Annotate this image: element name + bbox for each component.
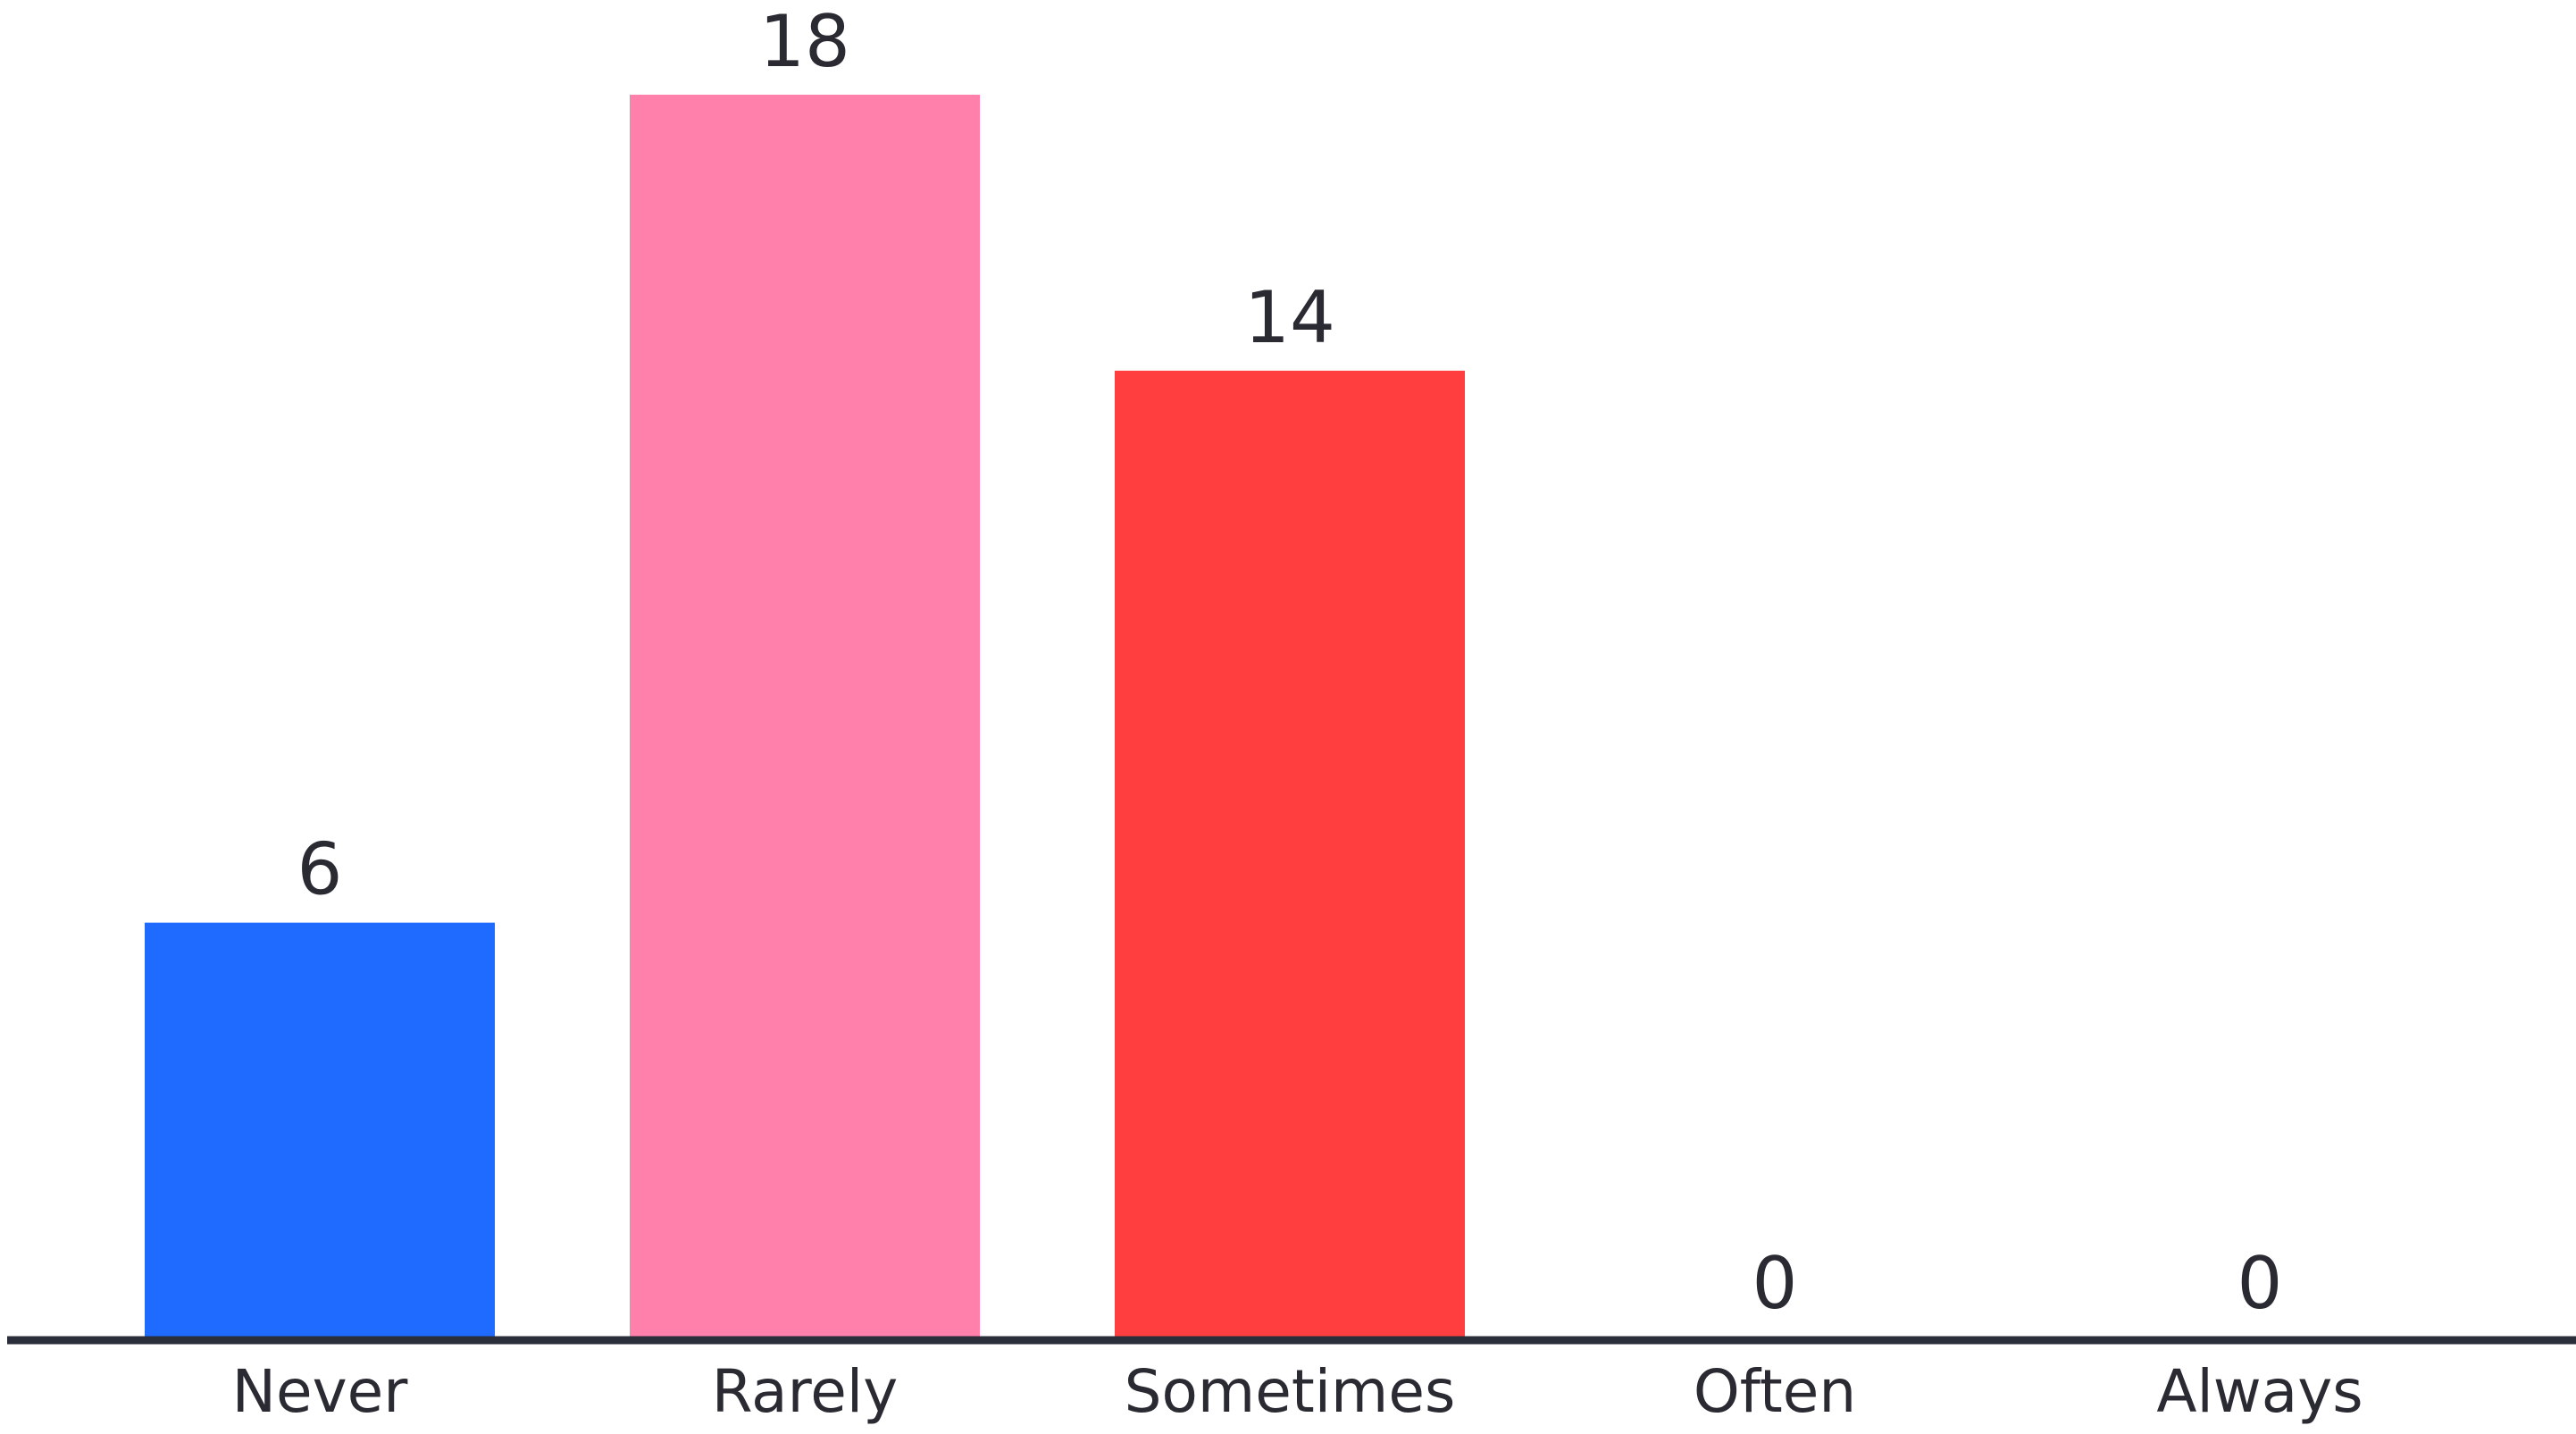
value-label-rarely: 18 [759,0,850,83]
bar-never [145,922,495,1337]
value-label-sometimes: 14 [1244,276,1335,359]
value-labels-group: 6 18 14 0 0 [297,0,2283,1325]
x-tick-label-often: Often [1694,1357,1856,1426]
x-tick-labels-group: Never Rarely Sometimes Often Always [232,1357,2363,1426]
value-label-never: 6 [297,828,343,911]
x-tick-label-never: Never [232,1357,409,1426]
bars-group [145,95,1465,1337]
bar-sometimes [1115,370,1465,1337]
value-label-always: 0 [2237,1242,2283,1325]
x-tick-label-rarely: Rarely [712,1357,899,1426]
x-tick-label-sometimes: Sometimes [1125,1357,1456,1426]
bar-rarely [630,95,980,1337]
x-tick-label-always: Always [2156,1357,2363,1426]
value-label-often: 0 [1752,1242,1798,1325]
